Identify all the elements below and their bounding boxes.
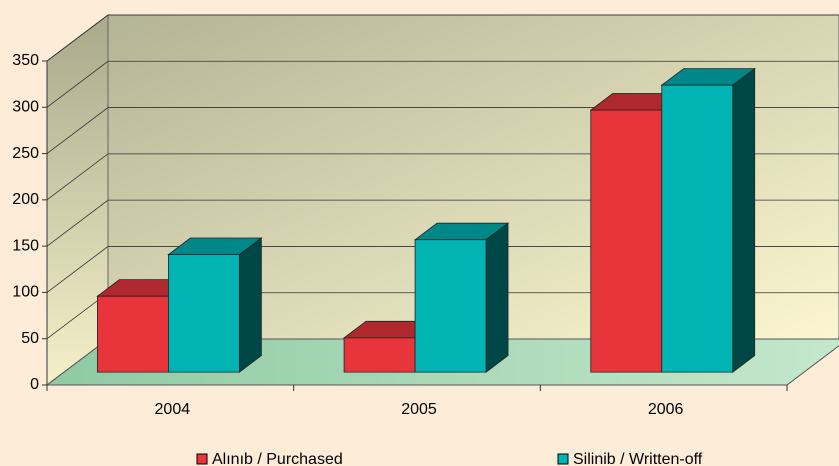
bar-front xyxy=(168,254,240,373)
bar-front xyxy=(661,84,734,373)
legend-label: Silinib / Written-off xyxy=(573,451,703,466)
bar-front xyxy=(97,295,169,373)
y-tick-label: 50 xyxy=(21,330,39,347)
bar xyxy=(167,237,263,373)
y-tick-label: 300 xyxy=(12,99,39,116)
y-tick-label: 0 xyxy=(30,376,39,393)
legend-swatch xyxy=(557,453,569,465)
bar xyxy=(660,67,756,373)
x-tick-label: 2004 xyxy=(155,401,191,418)
bar xyxy=(413,222,510,373)
bar-front xyxy=(590,109,663,373)
grid-line xyxy=(46,60,839,108)
legend-swatch xyxy=(196,453,208,465)
y-tick-label: 250 xyxy=(12,145,39,162)
y-tick-label: 150 xyxy=(12,237,39,254)
bar-side xyxy=(485,222,509,373)
grid-line xyxy=(46,14,839,62)
bar-side xyxy=(732,67,756,373)
x-tick-label: 2005 xyxy=(401,401,437,418)
y-tick-label: 200 xyxy=(12,191,39,208)
legend-label: Alınıb / Purchased xyxy=(212,451,343,466)
bar-side xyxy=(239,237,262,373)
y-tick-label: 100 xyxy=(12,284,39,301)
y-tick-label: 350 xyxy=(12,52,39,69)
bar-front xyxy=(414,239,487,373)
x-tick-label: 2006 xyxy=(648,401,684,418)
bar-front xyxy=(343,337,416,373)
